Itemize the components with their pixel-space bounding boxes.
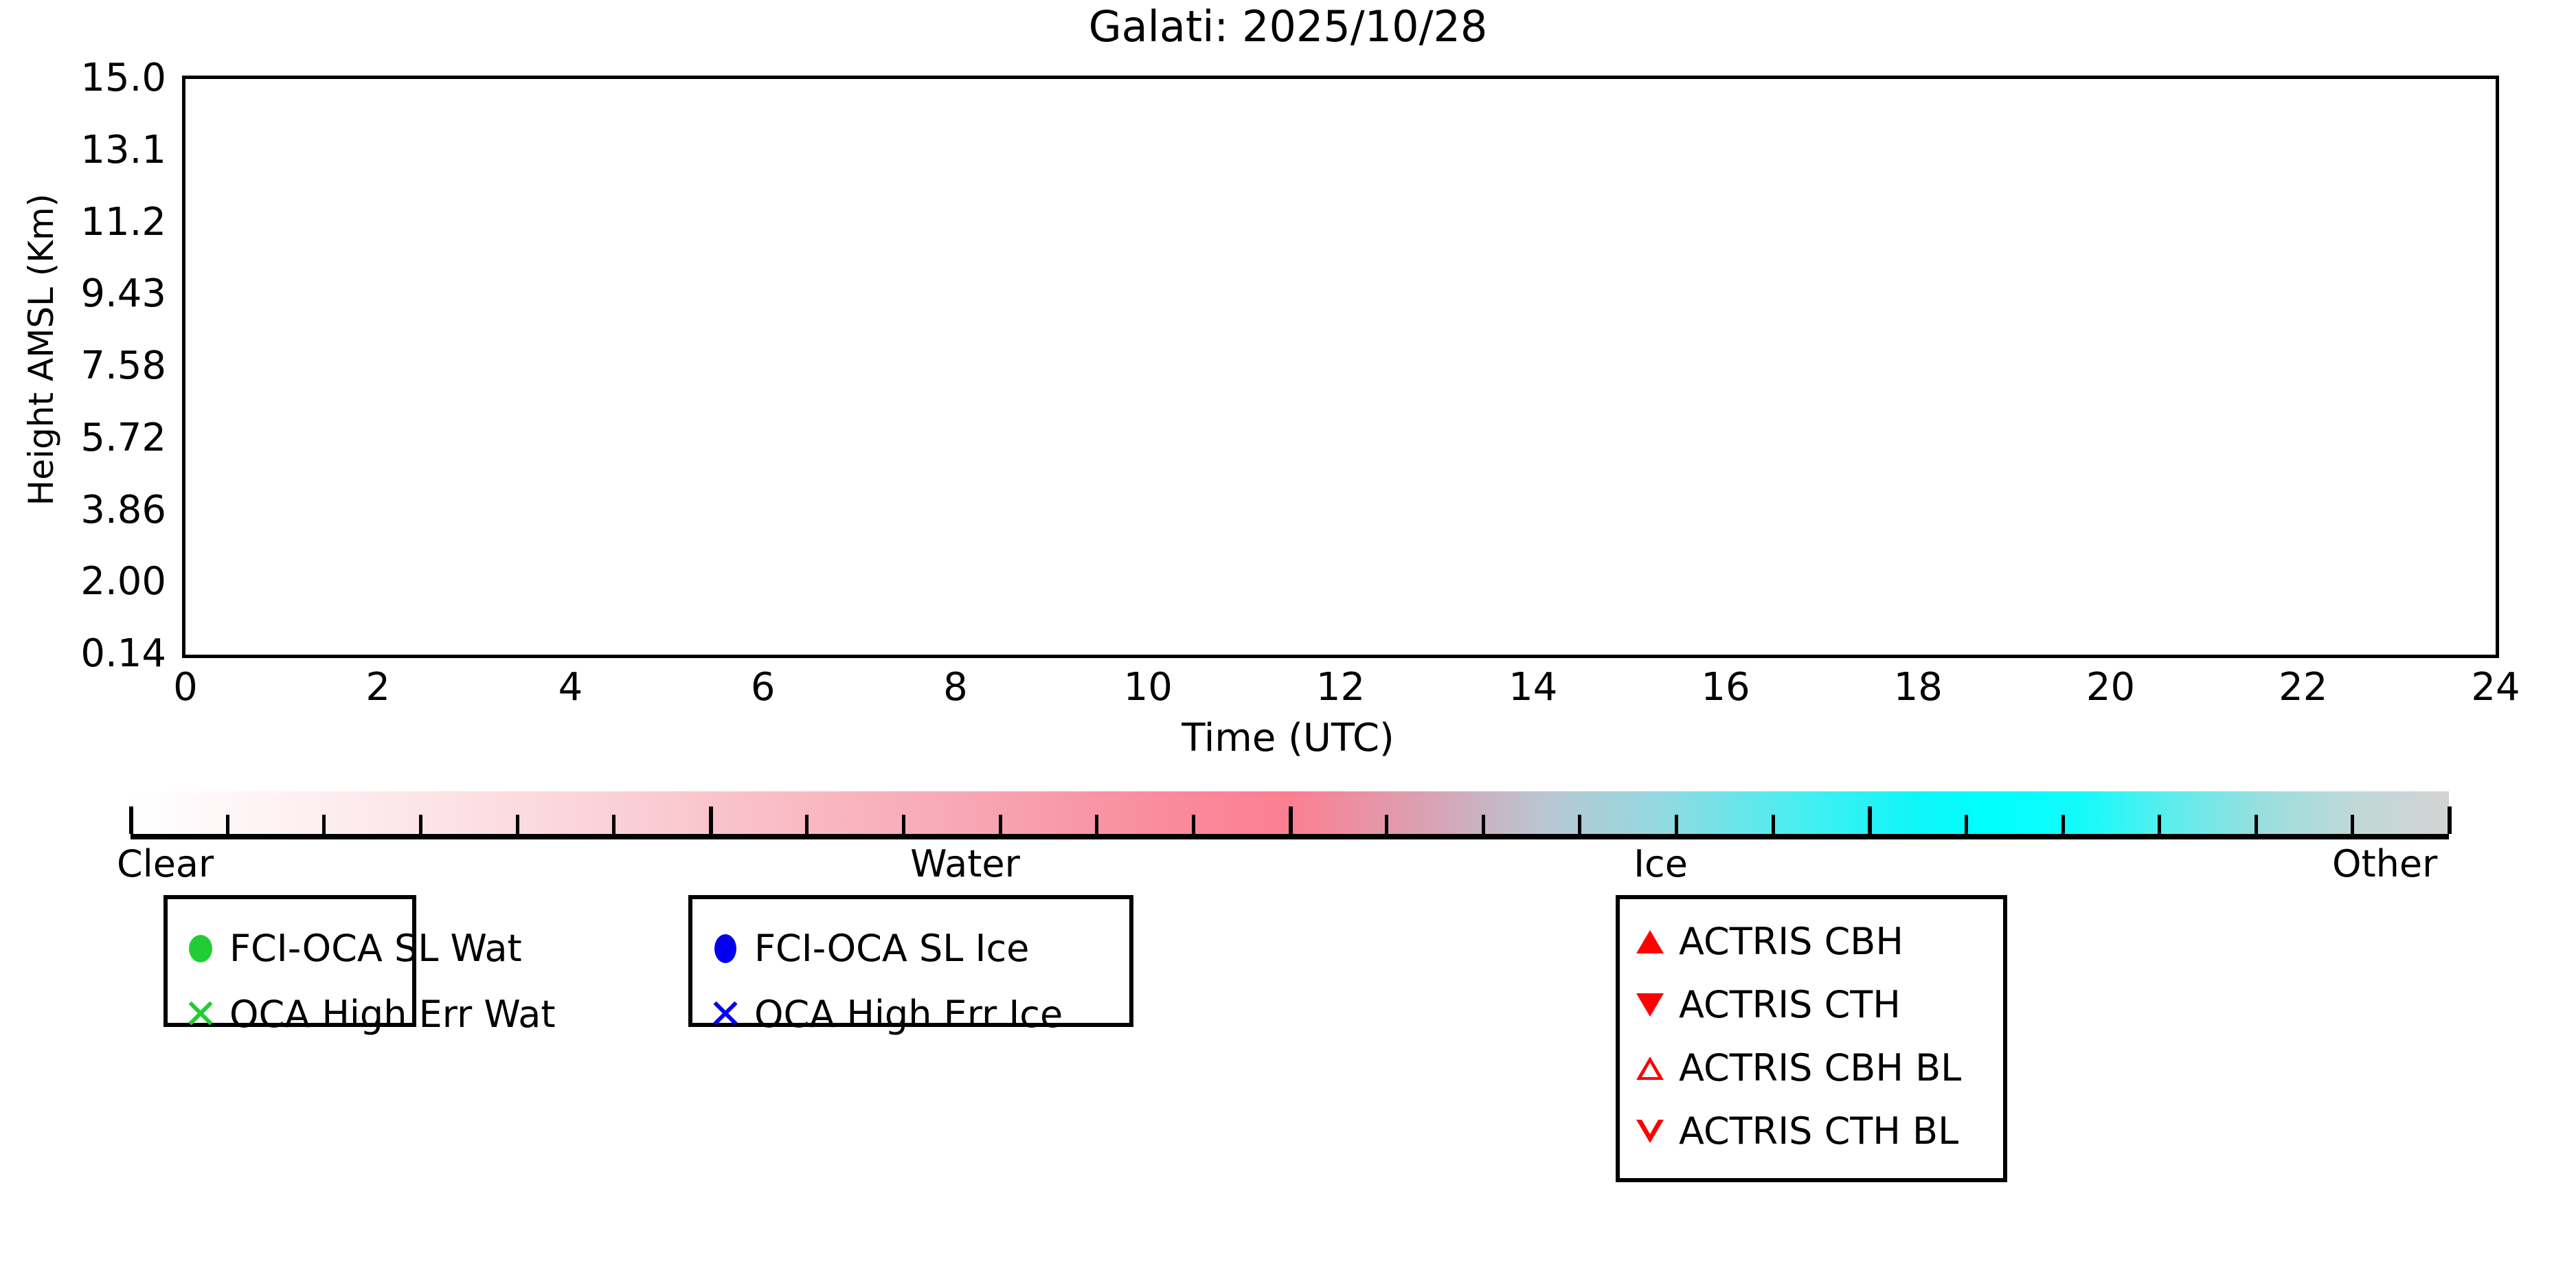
x-tick-label: 8 [943,665,968,710]
y-tick-label: 5.72 [80,415,166,460]
x-tick-label: 12 [1315,665,1366,710]
x-axis-label: Time (UTC) [1182,716,1394,760]
x-tick-label: 4 [558,665,583,710]
y-tick-label: 7.58 [80,343,166,388]
y-tick-label: 2.00 [80,559,166,605]
x-tick-label: 18 [1893,665,1943,710]
x-tick-label: 16 [1701,665,1750,710]
y-tick-label: 13.1 [80,127,166,172]
y-tick-label: 15.0 [80,56,166,100]
x-tick-label: 24 [2471,665,2520,710]
x-tick-label: 14 [1509,665,1558,710]
x-tick-label: 6 [750,665,776,710]
x-tick-label: 20 [2086,665,2136,710]
x-tick-label: 22 [2279,665,2328,710]
y-tick-label: 9.43 [80,271,166,317]
x-tick-label: 2 [365,665,391,710]
y-tick-label: 11.2 [80,199,166,245]
x-tick-label: 0 [173,665,198,710]
y-tick-label: 3.86 [80,487,166,532]
y-tick-label: 0.14 [80,631,166,676]
page-title: Galati: 2025/10/28 [1088,1,1488,52]
x-tick-label: 10 [1123,665,1173,710]
